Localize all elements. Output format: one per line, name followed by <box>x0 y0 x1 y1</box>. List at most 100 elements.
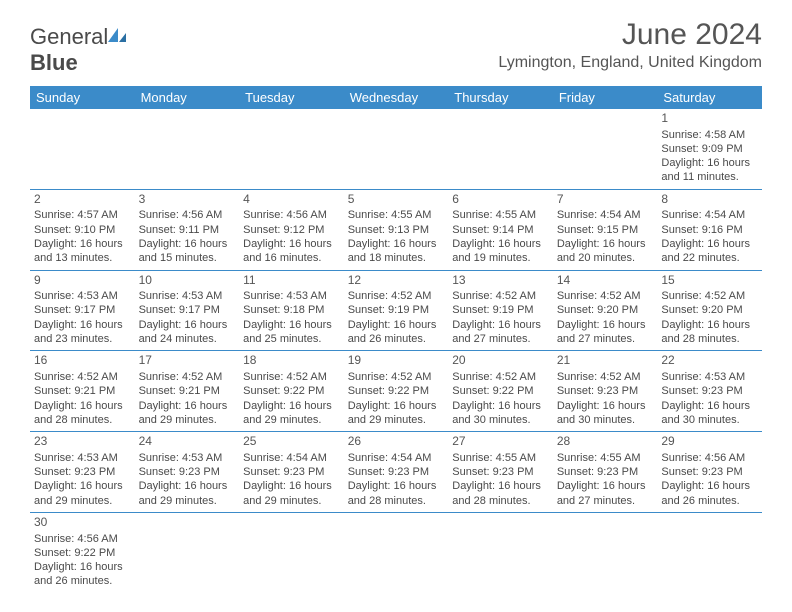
logo: General Blue <box>30 24 128 76</box>
sunset-text: Sunset: 9:23 PM <box>243 465 340 479</box>
daylight-text: Daylight: 16 hours and 28 minutes. <box>661 318 758 347</box>
day-number: 17 <box>139 353 236 369</box>
sunrise-text: Sunrise: 4:55 AM <box>557 451 654 465</box>
calendar-cell: 26Sunrise: 4:54 AMSunset: 9:23 PMDayligh… <box>344 432 449 513</box>
calendar-cell: 5Sunrise: 4:55 AMSunset: 9:13 PMDaylight… <box>344 189 449 270</box>
calendar-week-row: 23Sunrise: 4:53 AMSunset: 9:23 PMDayligh… <box>30 432 762 513</box>
calendar-page: General Blue June 2024 Lymington, Englan… <box>0 0 792 603</box>
sunset-text: Sunset: 9:23 PM <box>452 465 549 479</box>
day-number: 28 <box>557 434 654 450</box>
calendar-cell: 3Sunrise: 4:56 AMSunset: 9:11 PMDaylight… <box>135 189 240 270</box>
daylight-text: Daylight: 16 hours and 24 minutes. <box>139 318 236 347</box>
day-number: 11 <box>243 273 340 289</box>
daylight-text: Daylight: 16 hours and 15 minutes. <box>139 237 236 266</box>
daylight-text: Daylight: 16 hours and 13 minutes. <box>34 237 131 266</box>
daylight-text: Daylight: 16 hours and 27 minutes. <box>557 479 654 508</box>
day-number: 25 <box>243 434 340 450</box>
sunrise-text: Sunrise: 4:53 AM <box>139 289 236 303</box>
day-number: 30 <box>34 515 131 531</box>
logo-part2: Blue <box>30 50 78 75</box>
calendar-cell <box>239 109 344 189</box>
calendar-cell: 21Sunrise: 4:52 AMSunset: 9:23 PMDayligh… <box>553 351 658 432</box>
sunrise-text: Sunrise: 4:52 AM <box>139 370 236 384</box>
daylight-text: Daylight: 16 hours and 29 minutes. <box>348 399 445 428</box>
day-number: 12 <box>348 273 445 289</box>
sunset-text: Sunset: 9:22 PM <box>34 546 131 560</box>
calendar-cell <box>657 512 762 592</box>
day-number: 2 <box>34 192 131 208</box>
sail-icon <box>106 24 128 50</box>
calendar-cell <box>448 109 553 189</box>
calendar-week-row: 9Sunrise: 4:53 AMSunset: 9:17 PMDaylight… <box>30 270 762 351</box>
daylight-text: Daylight: 16 hours and 30 minutes. <box>452 399 549 428</box>
day-number: 26 <box>348 434 445 450</box>
calendar-cell: 19Sunrise: 4:52 AMSunset: 9:22 PMDayligh… <box>344 351 449 432</box>
calendar-cell <box>30 109 135 189</box>
calendar-cell <box>135 109 240 189</box>
day-number: 5 <box>348 192 445 208</box>
sunrise-text: Sunrise: 4:53 AM <box>661 370 758 384</box>
calendar-week-row: 16Sunrise: 4:52 AMSunset: 9:21 PMDayligh… <box>30 351 762 432</box>
calendar-week-row: 30Sunrise: 4:56 AMSunset: 9:22 PMDayligh… <box>30 512 762 592</box>
calendar-header-row: SundayMondayTuesdayWednesdayThursdayFrid… <box>30 86 762 109</box>
day-number: 20 <box>452 353 549 369</box>
day-number: 23 <box>34 434 131 450</box>
sunrise-text: Sunrise: 4:53 AM <box>139 451 236 465</box>
day-number: 14 <box>557 273 654 289</box>
calendar-cell <box>344 512 449 592</box>
daylight-text: Daylight: 16 hours and 19 minutes. <box>452 237 549 266</box>
calendar-cell: 15Sunrise: 4:52 AMSunset: 9:20 PMDayligh… <box>657 270 762 351</box>
calendar-cell: 28Sunrise: 4:55 AMSunset: 9:23 PMDayligh… <box>553 432 658 513</box>
sunset-text: Sunset: 9:20 PM <box>661 303 758 317</box>
daylight-text: Daylight: 16 hours and 30 minutes. <box>557 399 654 428</box>
calendar-cell: 12Sunrise: 4:52 AMSunset: 9:19 PMDayligh… <box>344 270 449 351</box>
sunrise-text: Sunrise: 4:56 AM <box>661 451 758 465</box>
daylight-text: Daylight: 16 hours and 28 minutes. <box>452 479 549 508</box>
logo-text: General Blue <box>30 24 128 76</box>
sunrise-text: Sunrise: 4:54 AM <box>243 451 340 465</box>
daylight-text: Daylight: 16 hours and 29 minutes. <box>139 479 236 508</box>
title-block: June 2024 Lymington, England, United Kin… <box>498 18 762 72</box>
day-number: 7 <box>557 192 654 208</box>
daylight-text: Daylight: 16 hours and 20 minutes. <box>557 237 654 266</box>
calendar-cell: 16Sunrise: 4:52 AMSunset: 9:21 PMDayligh… <box>30 351 135 432</box>
calendar-cell <box>553 512 658 592</box>
daylight-text: Daylight: 16 hours and 27 minutes. <box>557 318 654 347</box>
calendar-cell: 22Sunrise: 4:53 AMSunset: 9:23 PMDayligh… <box>657 351 762 432</box>
location: Lymington, England, United Kingdom <box>498 54 762 72</box>
day-number: 27 <box>452 434 549 450</box>
sunset-text: Sunset: 9:13 PM <box>348 223 445 237</box>
calendar-cell: 4Sunrise: 4:56 AMSunset: 9:12 PMDaylight… <box>239 189 344 270</box>
daylight-text: Daylight: 16 hours and 26 minutes. <box>34 560 131 589</box>
sunset-text: Sunset: 9:19 PM <box>348 303 445 317</box>
calendar-cell: 11Sunrise: 4:53 AMSunset: 9:18 PMDayligh… <box>239 270 344 351</box>
sunset-text: Sunset: 9:22 PM <box>348 384 445 398</box>
sunset-text: Sunset: 9:09 PM <box>661 142 758 156</box>
calendar-cell: 13Sunrise: 4:52 AMSunset: 9:19 PMDayligh… <box>448 270 553 351</box>
calendar-cell: 7Sunrise: 4:54 AMSunset: 9:15 PMDaylight… <box>553 189 658 270</box>
sunrise-text: Sunrise: 4:52 AM <box>661 289 758 303</box>
daylight-text: Daylight: 16 hours and 23 minutes. <box>34 318 131 347</box>
daylight-text: Daylight: 16 hours and 28 minutes. <box>34 399 131 428</box>
sunset-text: Sunset: 9:22 PM <box>452 384 549 398</box>
sunrise-text: Sunrise: 4:52 AM <box>557 289 654 303</box>
weekday-header: Monday <box>135 86 240 109</box>
calendar-cell: 18Sunrise: 4:52 AMSunset: 9:22 PMDayligh… <box>239 351 344 432</box>
daylight-text: Daylight: 16 hours and 27 minutes. <box>452 318 549 347</box>
calendar-cell <box>135 512 240 592</box>
day-number: 10 <box>139 273 236 289</box>
sunrise-text: Sunrise: 4:53 AM <box>34 451 131 465</box>
weekday-header: Thursday <box>448 86 553 109</box>
calendar-week-row: 2Sunrise: 4:57 AMSunset: 9:10 PMDaylight… <box>30 189 762 270</box>
calendar-cell: 6Sunrise: 4:55 AMSunset: 9:14 PMDaylight… <box>448 189 553 270</box>
sunset-text: Sunset: 9:16 PM <box>661 223 758 237</box>
daylight-text: Daylight: 16 hours and 11 minutes. <box>661 156 758 185</box>
sunset-text: Sunset: 9:15 PM <box>557 223 654 237</box>
sunset-text: Sunset: 9:10 PM <box>34 223 131 237</box>
calendar-cell: 8Sunrise: 4:54 AMSunset: 9:16 PMDaylight… <box>657 189 762 270</box>
daylight-text: Daylight: 16 hours and 22 minutes. <box>661 237 758 266</box>
calendar-cell: 24Sunrise: 4:53 AMSunset: 9:23 PMDayligh… <box>135 432 240 513</box>
day-number: 21 <box>557 353 654 369</box>
daylight-text: Daylight: 16 hours and 18 minutes. <box>348 237 445 266</box>
day-number: 15 <box>661 273 758 289</box>
